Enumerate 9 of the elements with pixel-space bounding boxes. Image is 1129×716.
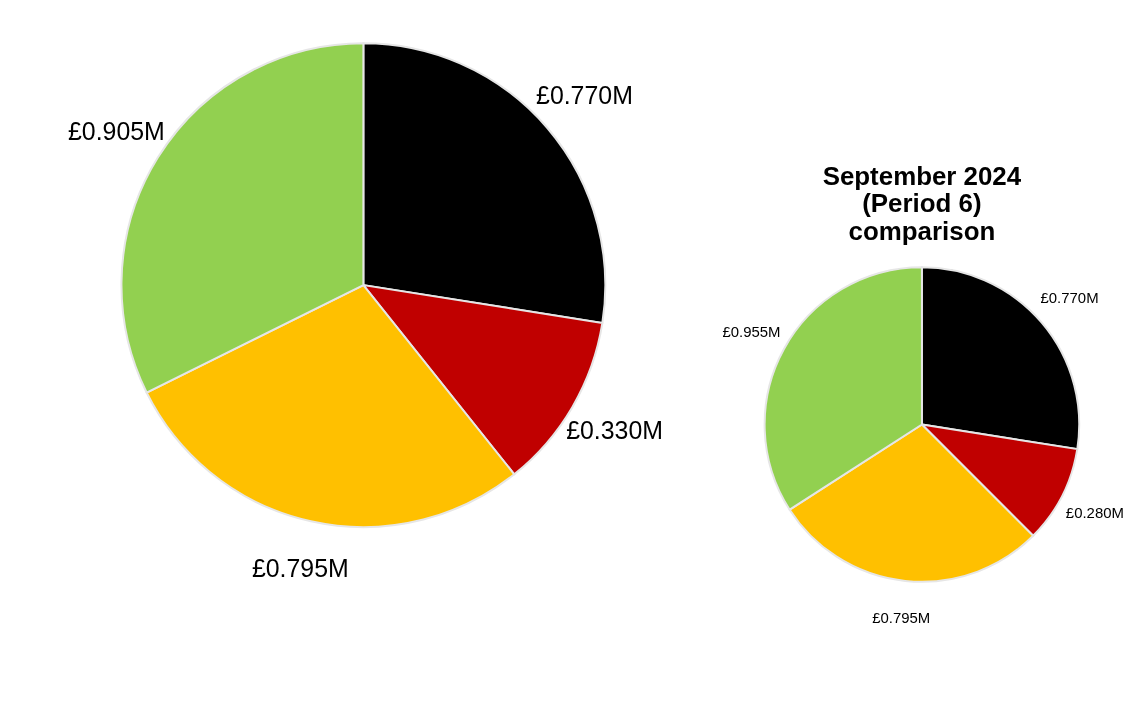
data-label: £0.280M (1065, 503, 1124, 521)
data-label: £0.795M (251, 553, 349, 582)
data-label: £0.770M (536, 81, 633, 110)
data-label: £0.770M (1040, 289, 1099, 307)
data-label: £0.795M (872, 608, 931, 626)
data-label: £0.905M (67, 116, 165, 145)
data-label: £0.955M (722, 322, 781, 340)
chart-title: September 2024 (Period 6) comparison (822, 161, 1022, 246)
data-label: £0.330M (566, 416, 664, 445)
